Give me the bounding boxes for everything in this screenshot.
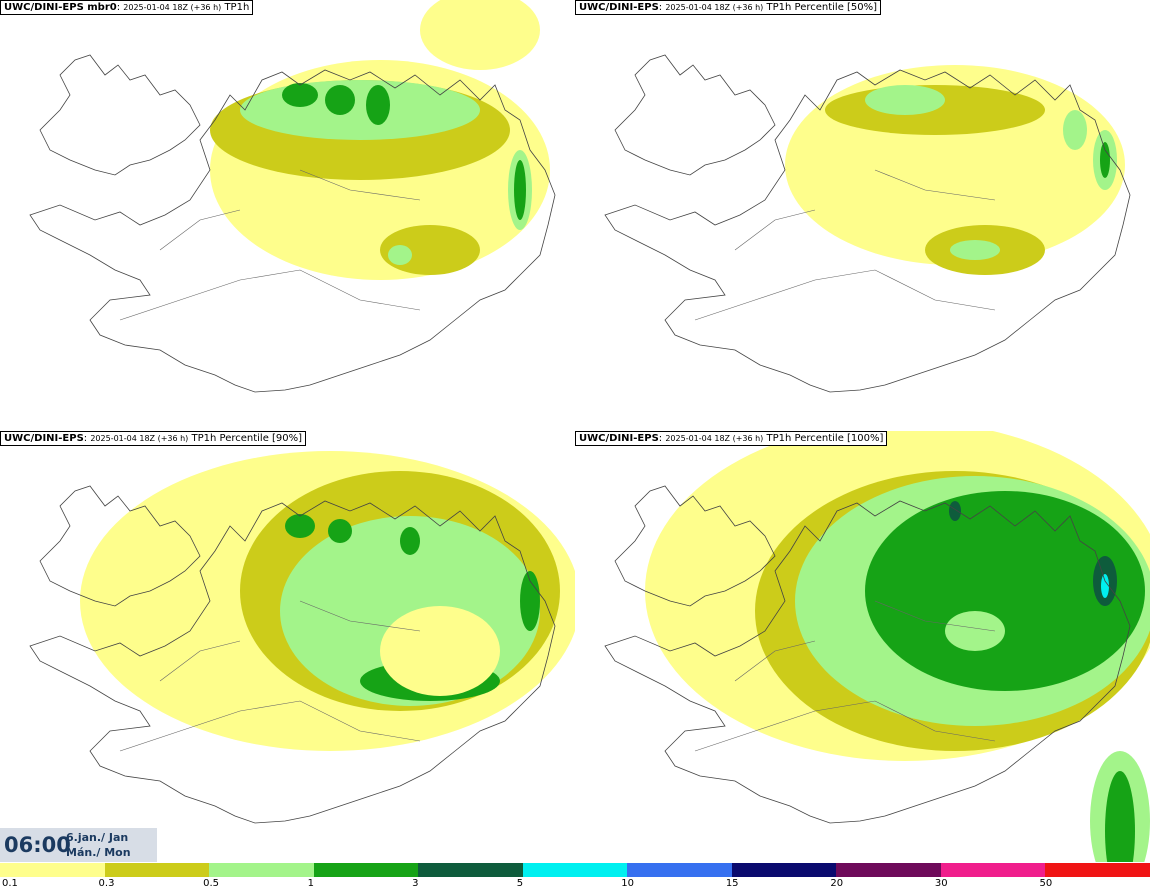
colorbar-swatch xyxy=(940,863,1046,877)
valid-time: 06:00 xyxy=(4,833,71,857)
colorbar-ticks: 0.1 0.3 0.5 1 3 5 10 15 20 30 50 xyxy=(0,877,1150,891)
colorbar-tick-label: 5 xyxy=(516,878,524,889)
precip-contour xyxy=(420,0,540,70)
panel-title: UWC/DINI-EPS: 2025-01-04 18Z (+36 h) TP1… xyxy=(575,0,882,15)
panel-title: UWC/DINI-EPS mbr0: 2025-01-04 18Z (+36 h… xyxy=(0,0,254,15)
colorbar-tick-label: 0.3 xyxy=(98,878,115,889)
precip-contour xyxy=(282,83,318,107)
precip-contour xyxy=(240,80,480,140)
precip-colorbar xyxy=(0,863,1150,877)
colorbar-swatch xyxy=(627,863,732,877)
westfjords-coastline xyxy=(614,485,776,607)
precip-contour xyxy=(945,611,1005,651)
colorbar-tick-label: 3 xyxy=(412,878,419,889)
map-panel-p50: UWC/DINI-EPS: 2025-01-04 18Z (+36 h) TP1… xyxy=(575,0,1150,431)
precip-contour xyxy=(950,240,1000,260)
precip-contour xyxy=(865,85,945,115)
precip-contour xyxy=(865,491,1145,691)
map-panel-p100: UWC/DINI-EPS: 2025-01-04 18Z (+36 h) TP1… xyxy=(575,431,1150,862)
precip-field xyxy=(785,65,1125,275)
map-panel-mbr0: UWC/DINI-EPS mbr0: 2025-01-04 18Z (+36 h… xyxy=(0,0,575,431)
precip-contour xyxy=(400,527,420,555)
borders-roads xyxy=(694,600,996,752)
precip-field xyxy=(645,431,1150,862)
colorbar-swatch xyxy=(836,863,941,877)
colorbar-tick-label: 0.5 xyxy=(203,878,219,889)
colorbar-tick-label: 10 xyxy=(621,878,634,889)
precip-contour xyxy=(285,514,315,538)
valid-date: 6.jan./ Jan xyxy=(66,831,129,844)
colorbar-swatch xyxy=(104,863,210,877)
panel-title: UWC/DINI-EPS: 2025-01-04 18Z (+36 h) TP1… xyxy=(575,431,888,446)
precip-contour xyxy=(1101,574,1109,598)
colorbar-swatch xyxy=(209,863,314,877)
map-panel-p90: UWC/DINI-EPS: 2025-01-04 18Z (+36 h) TP1… xyxy=(0,431,575,862)
precip-contour xyxy=(514,160,526,220)
iceland-coastline xyxy=(29,500,556,824)
map-svg xyxy=(604,431,1150,862)
borders-roads xyxy=(119,600,421,752)
colorbar-tick-label: 1 xyxy=(307,878,314,889)
precip-field xyxy=(80,451,575,751)
iceland-coastline xyxy=(604,500,1131,824)
colorbar-tick-label: 50 xyxy=(1039,878,1053,889)
colorbar-tick-label: 30 xyxy=(934,878,948,889)
borders-roads xyxy=(119,169,421,321)
westfjords-coastline xyxy=(614,54,776,176)
colorbar-swatch xyxy=(522,863,628,877)
colorbar-swatch xyxy=(313,863,419,877)
precip-contour xyxy=(949,501,961,521)
westfjords-coastline xyxy=(39,54,201,176)
precip-contour xyxy=(520,571,540,631)
precip-contour xyxy=(366,85,390,125)
precip-contour xyxy=(1100,142,1110,178)
map-svg xyxy=(604,54,1131,393)
colorbar-swatch xyxy=(1045,863,1150,877)
colorbar-swatch xyxy=(731,863,837,877)
colorbar-swatch xyxy=(0,863,105,877)
precip-contour xyxy=(388,245,412,265)
panel-title: UWC/DINI-EPS: 2025-01-04 18Z (+36 h) TP1… xyxy=(0,431,307,446)
precip-contour xyxy=(1105,771,1135,862)
colorbar-swatch xyxy=(418,863,523,877)
precip-contour xyxy=(380,606,500,696)
westfjords-coastline xyxy=(39,485,201,607)
precip-field xyxy=(210,0,550,280)
borders-roads xyxy=(694,169,996,321)
map-svg xyxy=(29,451,575,824)
precip-contour xyxy=(325,85,355,115)
colorbar-tick-label: 15 xyxy=(725,878,739,889)
colorbar-tick-label: 0.1 xyxy=(2,878,18,889)
iceland-coastline xyxy=(604,69,1131,393)
map-svg xyxy=(29,0,556,393)
colorbar-tick-label: 20 xyxy=(830,878,844,889)
iceland-coastline xyxy=(29,69,556,393)
valid-weekday: Mán./ Mon xyxy=(66,846,131,859)
precip-contour xyxy=(1063,110,1087,150)
precip-contour xyxy=(328,519,352,543)
valid-time-box: 06:00 6.jan./ Jan Mán./ Mon xyxy=(0,828,157,862)
